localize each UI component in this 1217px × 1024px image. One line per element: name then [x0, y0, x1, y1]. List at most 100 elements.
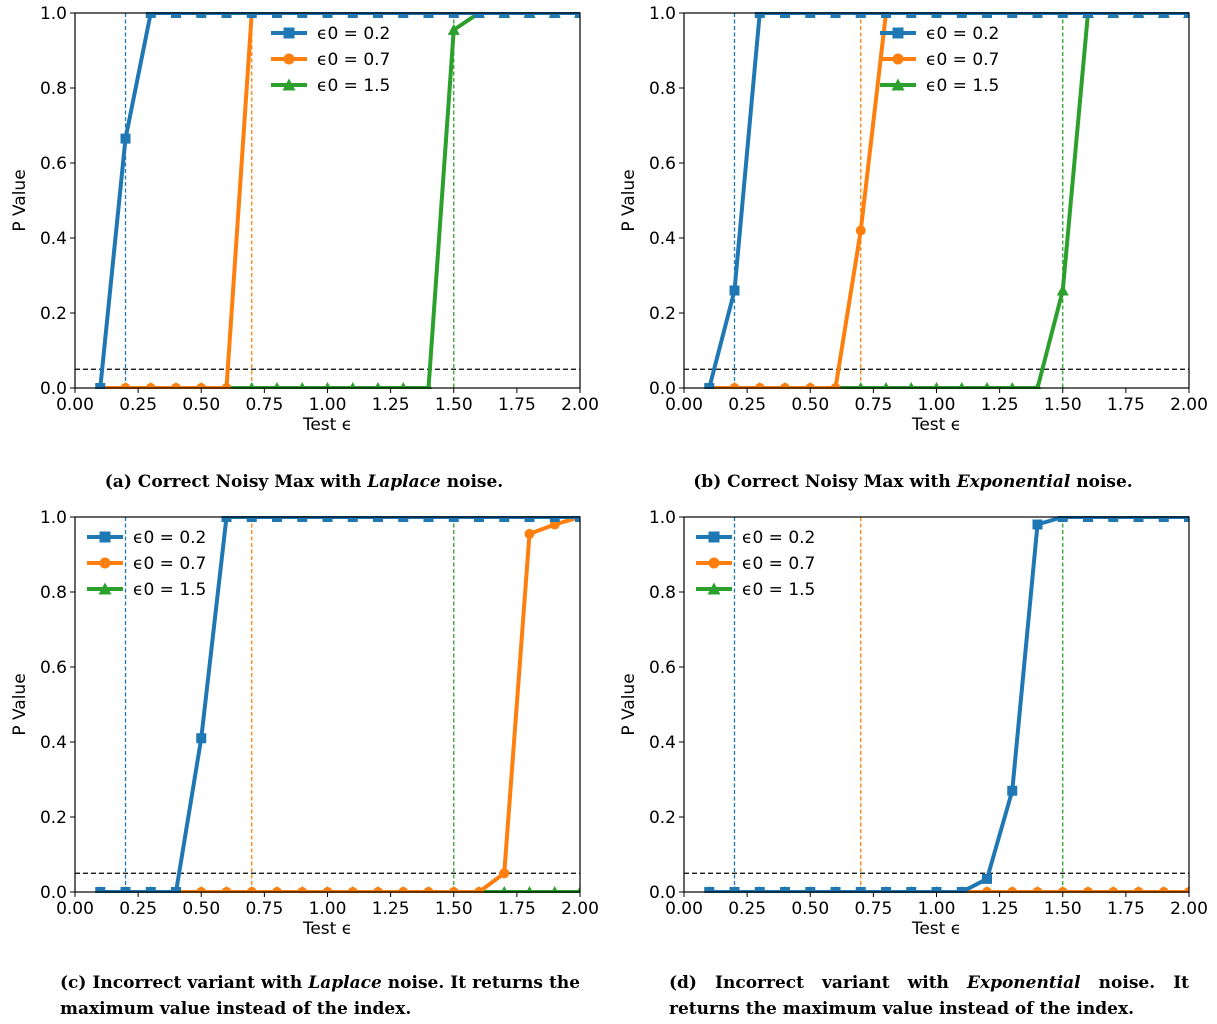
x-tick-label: 1.25 [981, 899, 1019, 919]
legend-label: ϵ0 = 0.2 [926, 24, 999, 44]
data-point [957, 382, 966, 389]
panel-c: 0.00 0.25 0.50 0.75 1.00 1.25 1.50 1.75 2.00 0.0 0… [0, 504, 608, 1019]
data-point [805, 887, 816, 893]
data-point [524, 516, 535, 522]
caption-d-em: Exponential [966, 973, 1081, 993]
data-point [347, 516, 358, 522]
y-axis-label: P Value [10, 673, 30, 735]
data-point [273, 382, 281, 389]
data-point [95, 383, 106, 389]
data-point [524, 528, 535, 539]
y-tick-label: 0.6 [40, 154, 67, 174]
y-tick-label: 0.2 [40, 808, 67, 828]
data-point [448, 12, 459, 18]
caption-c-em: Laplace [308, 973, 382, 993]
legend-marker [708, 531, 720, 543]
data-point [754, 12, 765, 18]
y-tick-label: 0.8 [649, 583, 676, 603]
y-tick-label: 0.2 [40, 304, 67, 324]
y-tick-label: 0.4 [40, 229, 67, 249]
data-point [931, 12, 942, 18]
caption-b-label: (b) Correct Noisy Max with [693, 472, 957, 492]
caption-c: (c) Incorrect variant with Laplace noise… [0, 970, 608, 1022]
data-point [196, 12, 207, 18]
legend-label: ϵ0 = 0.7 [742, 554, 815, 574]
panel-a: 0.00 0.25 0.50 0.75 1.00 1.25 1.50 1.75 2.00 0.0 0… [0, 0, 608, 512]
data-point [931, 887, 942, 893]
caption-a-em: Laplace [367, 472, 441, 492]
x-tick-label: 1.50 [435, 395, 473, 415]
data-point [499, 868, 510, 879]
legend-label: ϵ0 = 1.5 [133, 580, 206, 600]
data-point [398, 12, 409, 18]
legend-label: ϵ0 = 0.7 [926, 50, 999, 70]
data-point [1057, 516, 1068, 522]
x-tick-label: 0.50 [791, 899, 829, 919]
data-point [221, 12, 232, 18]
x-tick-label: 0.25 [119, 899, 157, 919]
data-point [881, 887, 891, 893]
chart-b: 0.00 0.25 0.50 0.75 1.00 1.25 1.50 1.75 2.00 0.0 0… [619, 4, 1208, 435]
data-point [754, 887, 765, 893]
x-tick-label: 2.00 [1170, 899, 1208, 919]
x-tick-label: 0.75 [854, 395, 892, 415]
data-point [373, 516, 383, 522]
x-tick-label: 1.75 [1107, 395, 1145, 415]
data-point [120, 133, 131, 144]
legend: ϵ0 = 0.2 ϵ0 = 0.7 ϵ0 = 1.5 [696, 528, 815, 600]
legend-marker [283, 27, 295, 39]
data-point [95, 887, 106, 893]
legend: ϵ0 = 0.2 ϵ0 = 0.7 ϵ0 = 1.5 [87, 528, 206, 600]
legend-label: ϵ0 = 1.5 [317, 76, 390, 96]
y-tick-label: 0.8 [649, 79, 676, 99]
legend-marker [98, 582, 112, 595]
legend-marker [708, 557, 720, 569]
data-point [474, 12, 484, 18]
data-point [171, 887, 181, 893]
data-point [932, 382, 941, 389]
x-tick-label: 2.00 [1170, 395, 1208, 415]
data-point [1032, 12, 1043, 18]
x-tick-label: 0.50 [791, 395, 829, 415]
data-point [1158, 12, 1169, 18]
data-point [956, 887, 967, 893]
data-point [982, 12, 992, 18]
legend-marker [99, 531, 111, 543]
y-tick-label: 0.0 [40, 883, 67, 903]
data-point [221, 516, 232, 522]
legend-marker [282, 78, 296, 91]
y-axis-label: P Value [619, 169, 639, 231]
panel-b: 0.00 0.25 0.50 0.75 1.00 1.25 1.50 1.75 2.00 0.0 0… [609, 0, 1217, 512]
legend-marker [892, 53, 904, 65]
y-axis-label: P Value [619, 673, 639, 735]
x-tick-label: 1.75 [498, 395, 536, 415]
x-tick-label: 0.50 [182, 395, 220, 415]
data-point [855, 12, 866, 18]
x-tick-label: 1.50 [1044, 899, 1082, 919]
data-point [1108, 12, 1119, 18]
y-tick-label: 0.8 [40, 583, 67, 603]
y-tick-label: 0.0 [649, 379, 676, 399]
data-point [374, 382, 382, 389]
y-axis-label: P Value [10, 169, 30, 231]
data-point [881, 12, 891, 18]
data-point [830, 887, 841, 893]
data-point [729, 887, 740, 893]
y-tick-label: 1.0 [649, 508, 676, 528]
caption-a-label: (a) Correct Noisy Max with [104, 472, 368, 492]
legend-label: ϵ0 = 0.7 [133, 554, 206, 574]
chart-a: 0.00 0.25 0.50 0.75 1.00 1.25 1.50 1.75 2.00 0.0 0… [10, 4, 599, 435]
data-point [855, 887, 866, 893]
data-point [322, 516, 333, 522]
data-point [1184, 516, 1189, 522]
y-tick-label: 0.8 [40, 79, 67, 99]
data-point [1056, 284, 1069, 296]
x-tick-label: 1.00 [309, 899, 347, 919]
data-point [1007, 12, 1018, 18]
data-point [499, 516, 510, 522]
legend: ϵ0 = 0.2 ϵ0 = 0.7 ϵ0 = 1.5 [271, 24, 390, 96]
data-point [448, 516, 459, 522]
data-point [1108, 516, 1119, 522]
data-point [575, 516, 580, 522]
data-point [956, 12, 967, 18]
